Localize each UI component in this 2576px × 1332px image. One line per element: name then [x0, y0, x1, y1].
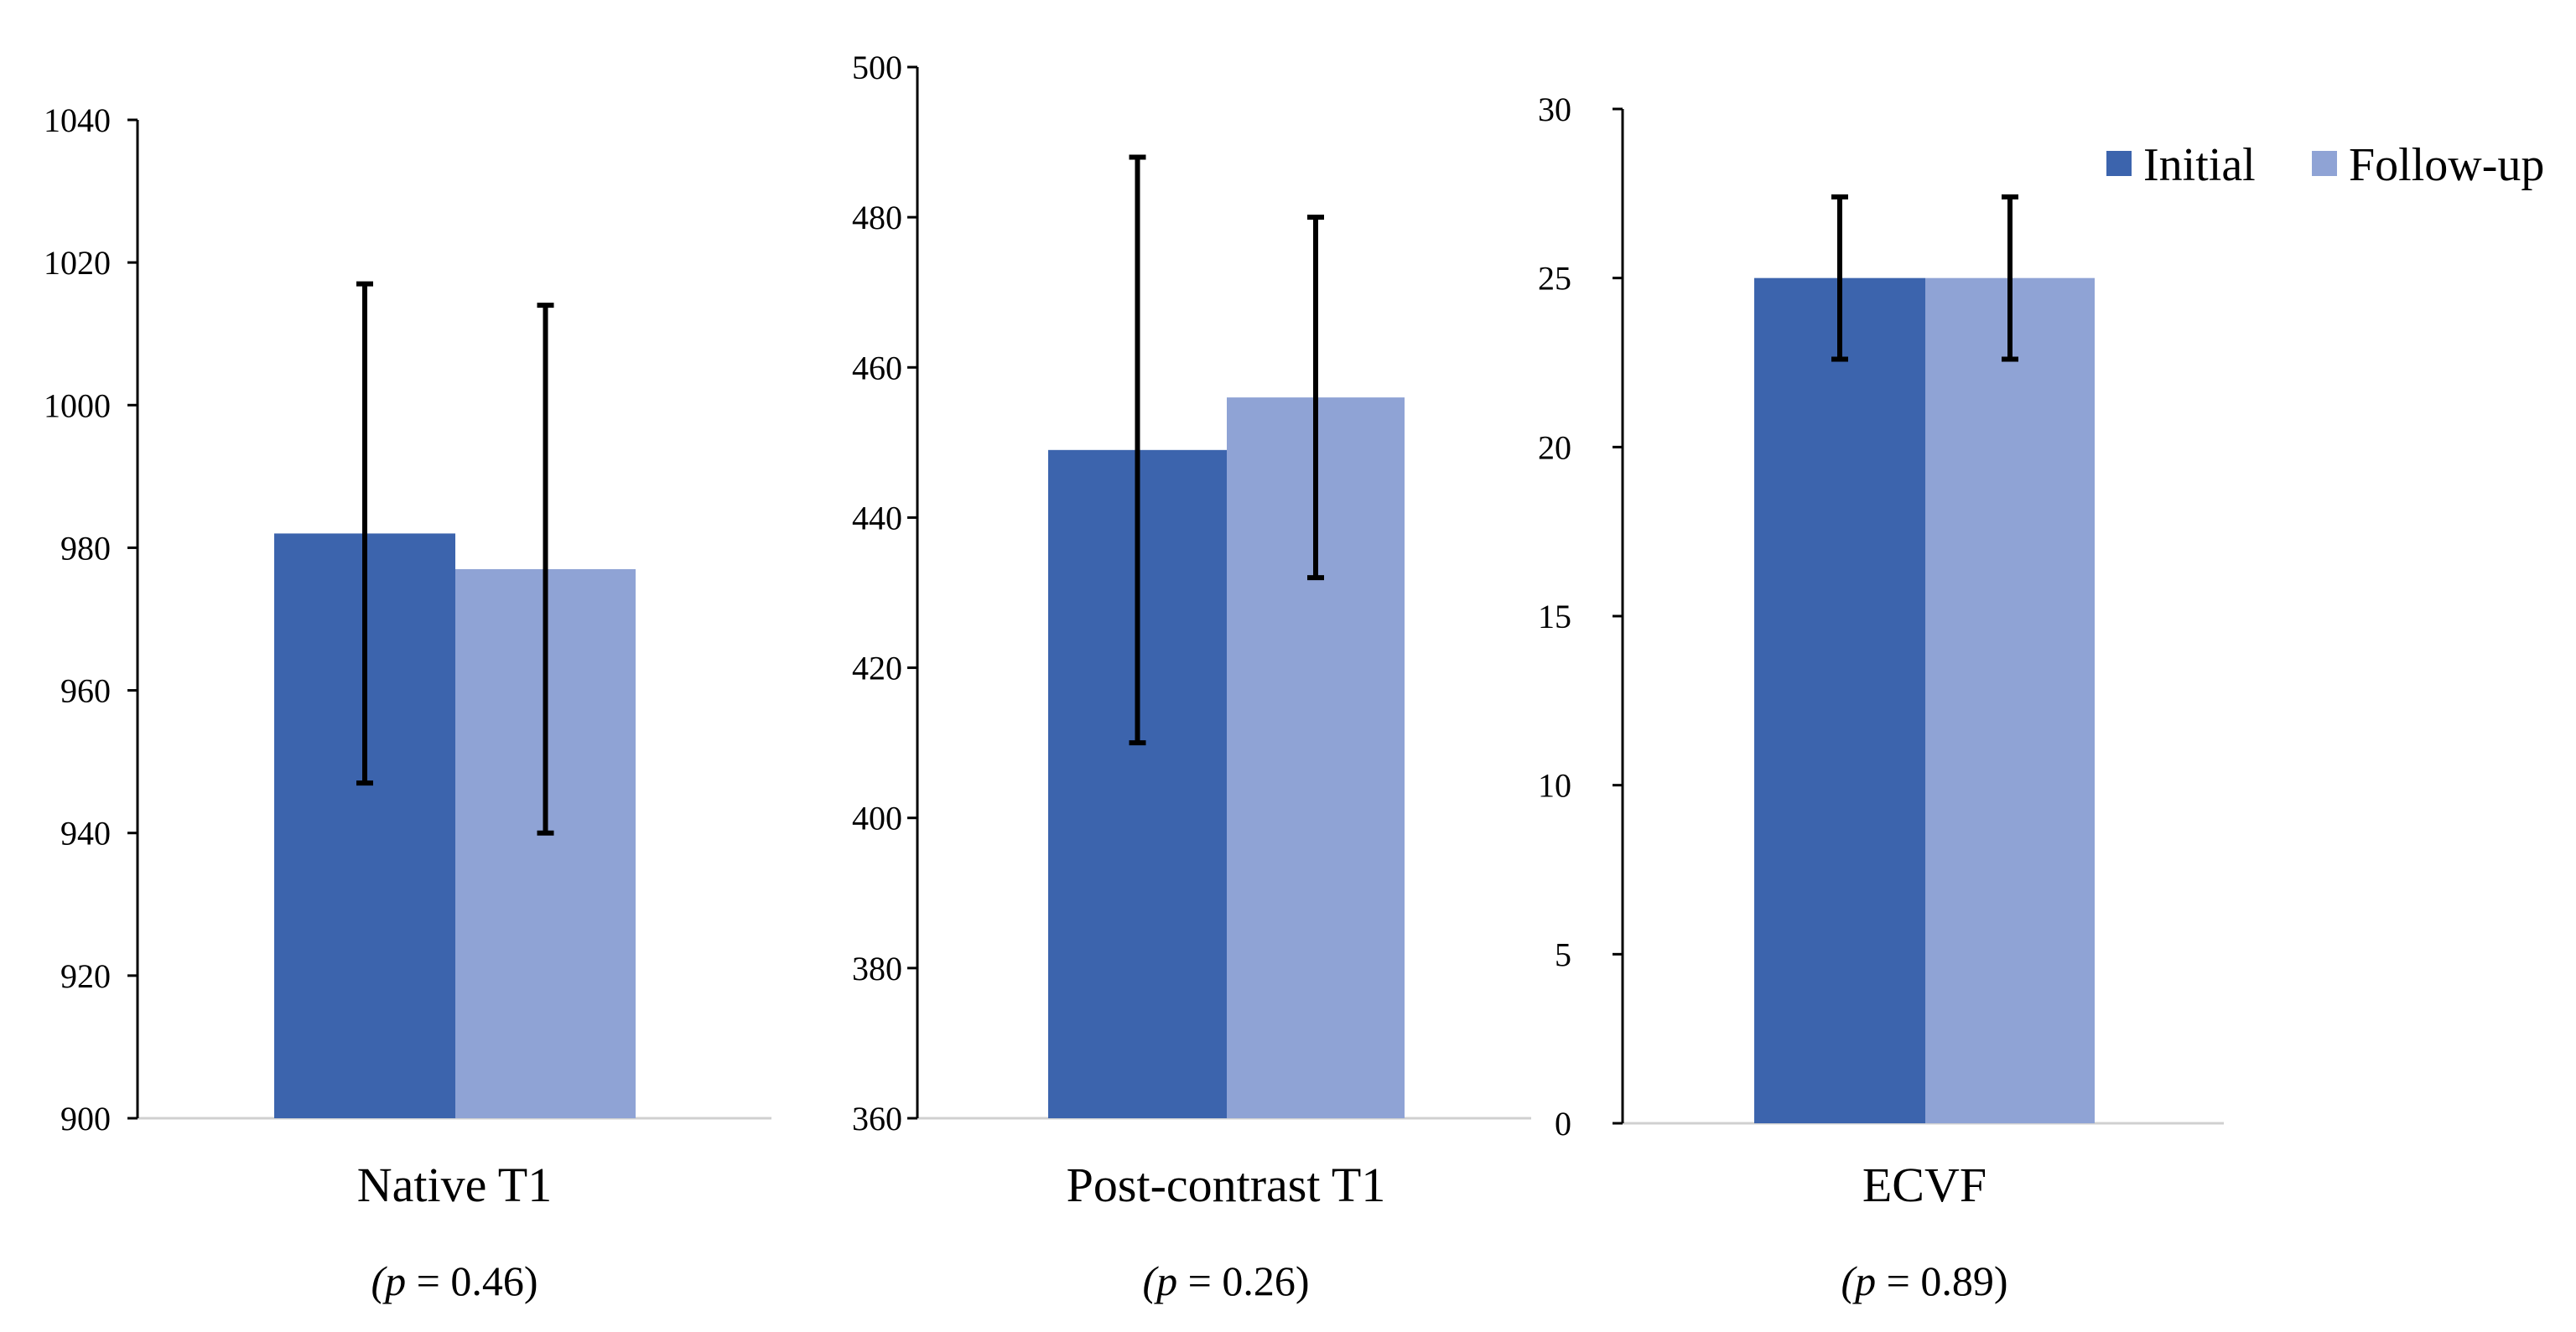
p-value-variable: p	[382, 1257, 406, 1304]
y-tick-label: 900	[60, 1100, 111, 1138]
y-tick-label: 1000	[44, 386, 111, 424]
panel-caption: Native T1	[357, 1158, 552, 1212]
p-value-number: = 0.89)	[1876, 1257, 2007, 1304]
p-value-number: = 0.26)	[1177, 1257, 1309, 1304]
y-tick-label: 500	[852, 49, 902, 86]
p-value-open: (	[1142, 1257, 1159, 1304]
y-tick-label: 400	[852, 800, 902, 837]
y-tick-label: 25	[1538, 260, 1571, 298]
y-tick-label: 440	[852, 499, 902, 536]
y-tick-label: 920	[60, 957, 111, 995]
y-tick-label: 380	[852, 950, 902, 987]
y-tick-label: 5	[1555, 936, 1571, 973]
p-value-variable: p	[1154, 1257, 1177, 1304]
legend-label-follow-up: Follow-up	[2349, 139, 2544, 191]
y-tick-label: 940	[60, 815, 111, 853]
p-value-label: (p = 0.89)	[1841, 1257, 2007, 1304]
p-value-number: = 0.46)	[406, 1257, 538, 1304]
panel-caption: ECVF	[1862, 1158, 1987, 1212]
y-tick-label: 960	[60, 672, 111, 710]
legend-swatch-follow-up	[2312, 151, 2337, 176]
y-tick-label: 15	[1538, 598, 1571, 635]
bar-follow-up	[1925, 277, 2095, 1124]
y-tick-label: 30	[1538, 91, 1571, 128]
p-value-variable: p	[1852, 1257, 1876, 1304]
y-tick-label: 0	[1555, 1105, 1571, 1143]
y-tick-label: 420	[852, 650, 902, 687]
p-value-label: (p = 0.46)	[371, 1257, 538, 1304]
y-tick-label: 1020	[44, 244, 111, 282]
y-tick-label: 460	[852, 349, 902, 386]
y-tick-label: 980	[60, 529, 111, 567]
y-tick-label: 1040	[44, 101, 111, 139]
chart-panel-2: 360 380 400 420 440 460 480 500 Post-contrast T1…	[852, 49, 1531, 1304]
y-tick-label: 360	[852, 1100, 902, 1138]
legend-label-initial: Initial	[2143, 139, 2256, 191]
y-tick-label: 20	[1538, 428, 1571, 466]
chart-panel-1: 900 920 940 960 980 1000 1020 1040 Native T1 (p =…	[44, 101, 771, 1304]
y-tick-label: 480	[852, 199, 902, 236]
panel-caption: Post-contrast T1	[1067, 1158, 1386, 1212]
legend: Initial Follow-up	[2106, 139, 2544, 191]
p-value-open: (	[1841, 1257, 1857, 1304]
p-value-open: (	[371, 1257, 387, 1304]
y-tick-label: 10	[1538, 767, 1571, 805]
p-value-label: (p = 0.26)	[1142, 1257, 1309, 1304]
bar-initial	[1754, 277, 1925, 1124]
legend-swatch-initial	[2106, 151, 2132, 176]
